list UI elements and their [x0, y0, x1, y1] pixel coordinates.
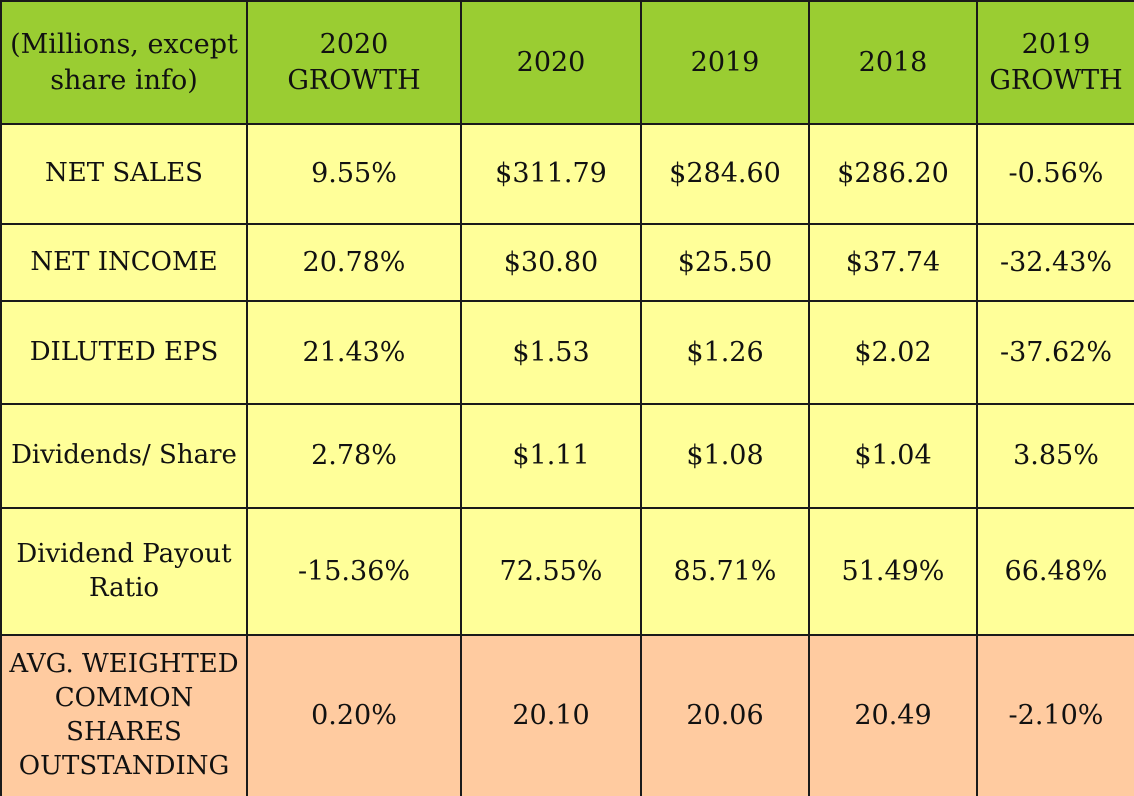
- header-2018: 2018: [808, 0, 978, 125]
- cell: $1.53: [460, 300, 642, 405]
- cell: $2.02: [808, 300, 978, 405]
- table-row: AVG. WEIGHTED COMMON SHARES OUTSTANDING …: [0, 634, 1134, 796]
- cell: -15.36%: [246, 507, 462, 636]
- table-row: Dividends/ Share 2.78% $1.11 $1.08 $1.04…: [0, 403, 1134, 509]
- header-2020: 2020: [460, 0, 642, 125]
- cell: $311.79: [460, 123, 642, 225]
- cell: 0.20%: [246, 634, 462, 796]
- cell: $1.26: [640, 300, 810, 405]
- cell: -2.10%: [976, 634, 1134, 796]
- cell: 72.55%: [460, 507, 642, 636]
- header-2020-growth: 2020 GROWTH: [246, 0, 462, 125]
- cell: 21.43%: [246, 300, 462, 405]
- table-row: NET INCOME 20.78% $30.80 $25.50 $37.74 -…: [0, 223, 1134, 302]
- cell: 51.49%: [808, 507, 978, 636]
- row-label: AVG. WEIGHTED COMMON SHARES OUTSTANDING: [0, 634, 248, 796]
- header-2019-growth: 2019 GROWTH: [976, 0, 1134, 125]
- table-row: NET SALES 9.55% $311.79 $284.60 $286.20 …: [0, 123, 1134, 225]
- header-label-column: (Millions, except share info): [0, 0, 248, 125]
- cell: 85.71%: [640, 507, 810, 636]
- cell: $1.04: [808, 403, 978, 509]
- cell: 2.78%: [246, 403, 462, 509]
- cell: $286.20: [808, 123, 978, 225]
- cell: $25.50: [640, 223, 810, 302]
- row-label: NET SALES: [0, 123, 248, 225]
- cell: -37.62%: [976, 300, 1134, 405]
- cell: 20.49: [808, 634, 978, 796]
- cell: $1.11: [460, 403, 642, 509]
- cell: 9.55%: [246, 123, 462, 225]
- cell: 20.78%: [246, 223, 462, 302]
- cell: 20.06: [640, 634, 810, 796]
- cell: $30.80: [460, 223, 642, 302]
- cell: $1.08: [640, 403, 810, 509]
- cell: -0.56%: [976, 123, 1134, 225]
- cell: $37.74: [808, 223, 978, 302]
- row-label: Dividends/ Share: [0, 403, 248, 509]
- header-row: (Millions, except share info) 2020 GROWT…: [0, 0, 1134, 125]
- table-row: Dividend Payout Ratio -15.36% 72.55% 85.…: [0, 507, 1134, 636]
- row-label: Dividend Payout Ratio: [0, 507, 248, 636]
- cell: 3.85%: [976, 403, 1134, 509]
- row-label: NET INCOME: [0, 223, 248, 302]
- cell: -32.43%: [976, 223, 1134, 302]
- cell: 20.10: [460, 634, 642, 796]
- table-row: DILUTED EPS 21.43% $1.53 $1.26 $2.02 -37…: [0, 300, 1134, 405]
- cell: 66.48%: [976, 507, 1134, 636]
- row-label: DILUTED EPS: [0, 300, 248, 405]
- cell: $284.60: [640, 123, 810, 225]
- header-2019: 2019: [640, 0, 810, 125]
